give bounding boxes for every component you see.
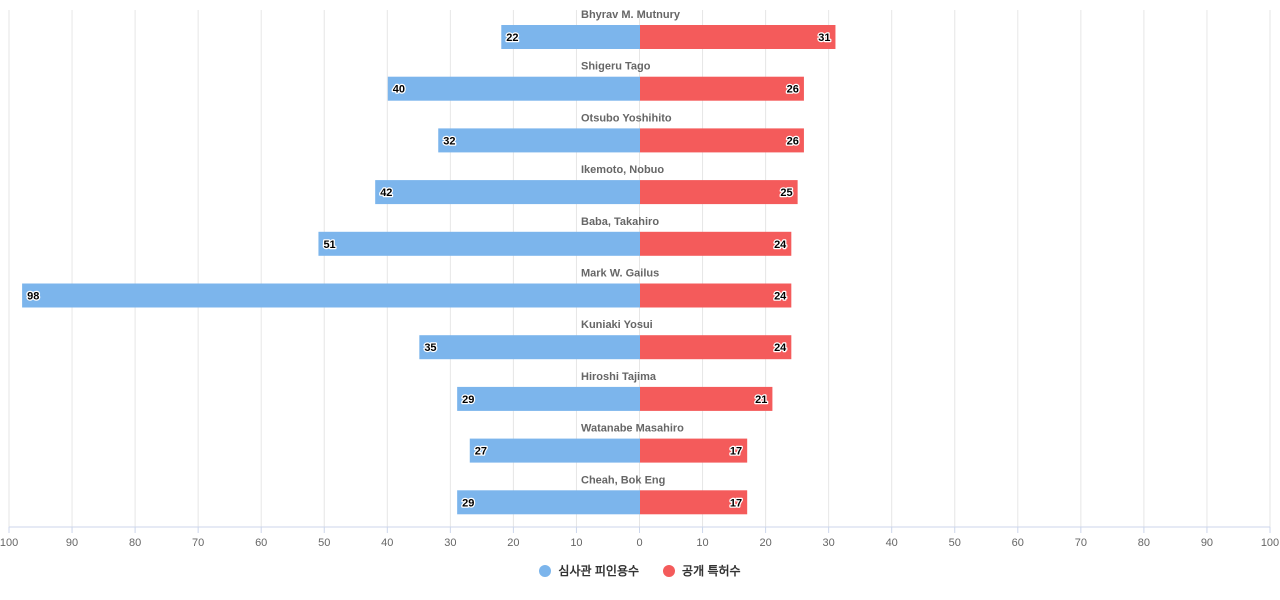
legend: 심사관 피인용수 공개 특허수 [0, 562, 1280, 579]
data-label-citations: 29 [462, 394, 474, 406]
category-label: Mark W. Gailus [581, 268, 659, 280]
data-label-patents: 26 [787, 135, 799, 147]
bar-patents [640, 128, 804, 153]
x-tick-label: 100 [1261, 537, 1279, 549]
legend-marker-red-icon [663, 564, 676, 577]
legend-marker-blue-icon [539, 564, 552, 577]
x-tick-label: 80 [1138, 537, 1150, 549]
category-label: Bhyrav M. Mutnury [581, 9, 681, 21]
bar-patents [640, 283, 792, 308]
data-label-patents: 26 [787, 84, 799, 96]
bar-citations [22, 283, 641, 308]
bar-citations [501, 25, 640, 49]
x-tick-label: 10 [696, 537, 708, 549]
category-label: Baba, Takahiro [581, 216, 659, 228]
bar-citations [438, 128, 640, 153]
data-label-patents: 25 [780, 187, 792, 199]
category-label: Watanabe Masahiro [581, 423, 684, 435]
data-label-patents: 31 [818, 32, 830, 44]
bar-citations [419, 335, 640, 360]
bar-citations [375, 180, 640, 205]
x-tick-label: 80 [129, 537, 141, 549]
bar-patents [640, 335, 792, 360]
bars [22, 25, 836, 515]
bar-patents [640, 386, 773, 411]
diverging-bar-chart: Bhyrav M. Mutnury Shigeru Tago Otsubo Yosh… [0, 9, 1279, 549]
bar-citations [469, 438, 640, 463]
x-tick-label: 70 [1075, 537, 1087, 549]
data-label-citations: 98 [27, 291, 39, 303]
x-tick-label: 30 [823, 537, 835, 549]
data-label-patents: 21 [755, 394, 767, 406]
x-tick-label: 20 [507, 537, 519, 549]
legend-item-citations[interactable]: 심사관 피인용수 [539, 562, 639, 579]
x-tick-label: 10 [570, 537, 582, 549]
data-label-citations: 42 [380, 187, 392, 199]
x-tick-label: 50 [949, 537, 961, 549]
data-label-citations: 22 [506, 32, 518, 44]
category-label: Kuniaki Yosui [581, 319, 653, 331]
bar-citations [318, 231, 640, 256]
data-label-citations: 35 [424, 342, 436, 354]
x-tick-label: 90 [1201, 537, 1213, 549]
data-label-patents: 17 [730, 497, 742, 509]
x-tick-label: 70 [192, 537, 204, 549]
legend-label-patents: 공개 특허수 [682, 564, 741, 578]
x-tick-label: 40 [886, 537, 898, 549]
bar-patents [640, 76, 804, 101]
x-tick-label: 20 [759, 537, 771, 549]
x-tick-label: 30 [444, 537, 456, 549]
data-label-patents: 24 [774, 342, 787, 354]
category-label: Ikemoto, Nobuo [581, 164, 664, 176]
x-tick-label: 60 [1012, 537, 1024, 549]
data-label-citations: 51 [323, 239, 335, 251]
bar-citations [457, 490, 640, 515]
category-labels: Bhyrav M. Mutnury Shigeru Tago Otsubo Yosh… [581, 9, 684, 486]
bar-patents [640, 231, 792, 256]
x-tick-label: 0 [636, 537, 642, 549]
bar-citations [457, 386, 640, 411]
x-axis: 100 90 80 70 60 50 40 30 20 10 0 10 20 30 40 50 60 70 80 90… [0, 526, 1279, 549]
bar-patents [640, 25, 836, 49]
x-tick-label: 60 [255, 537, 267, 549]
category-label: Hiroshi Tajima [581, 371, 657, 383]
legend-item-patents[interactable]: 공개 특허수 [663, 562, 741, 579]
legend-label-citations: 심사관 피인용수 [558, 564, 640, 578]
category-label: Cheah, Bok Eng [581, 474, 665, 486]
data-labels: 22 31 40 26 32 26 42 25 51 24 98 24 35 24 29 21 27 17 29 17 [26, 31, 832, 511]
x-tick-label: 100 [0, 537, 18, 549]
data-label-citations: 32 [443, 135, 455, 147]
x-tick-label: 50 [318, 537, 330, 549]
x-tick-label: 40 [381, 537, 393, 549]
category-label: Shigeru Tago [581, 61, 651, 73]
category-label: Otsubo Yoshihito [581, 112, 672, 124]
bar-patents [640, 180, 798, 205]
bar-patents [640, 490, 748, 515]
data-label-citations: 40 [393, 84, 405, 96]
x-tick-label: 90 [66, 537, 78, 549]
bar-citations [387, 76, 640, 101]
data-label-patents: 17 [730, 446, 742, 458]
data-label-patents: 24 [774, 239, 787, 251]
data-label-citations: 29 [462, 497, 474, 509]
data-label-citations: 27 [475, 446, 487, 458]
data-label-patents: 24 [774, 291, 787, 303]
bar-patents [640, 438, 748, 463]
